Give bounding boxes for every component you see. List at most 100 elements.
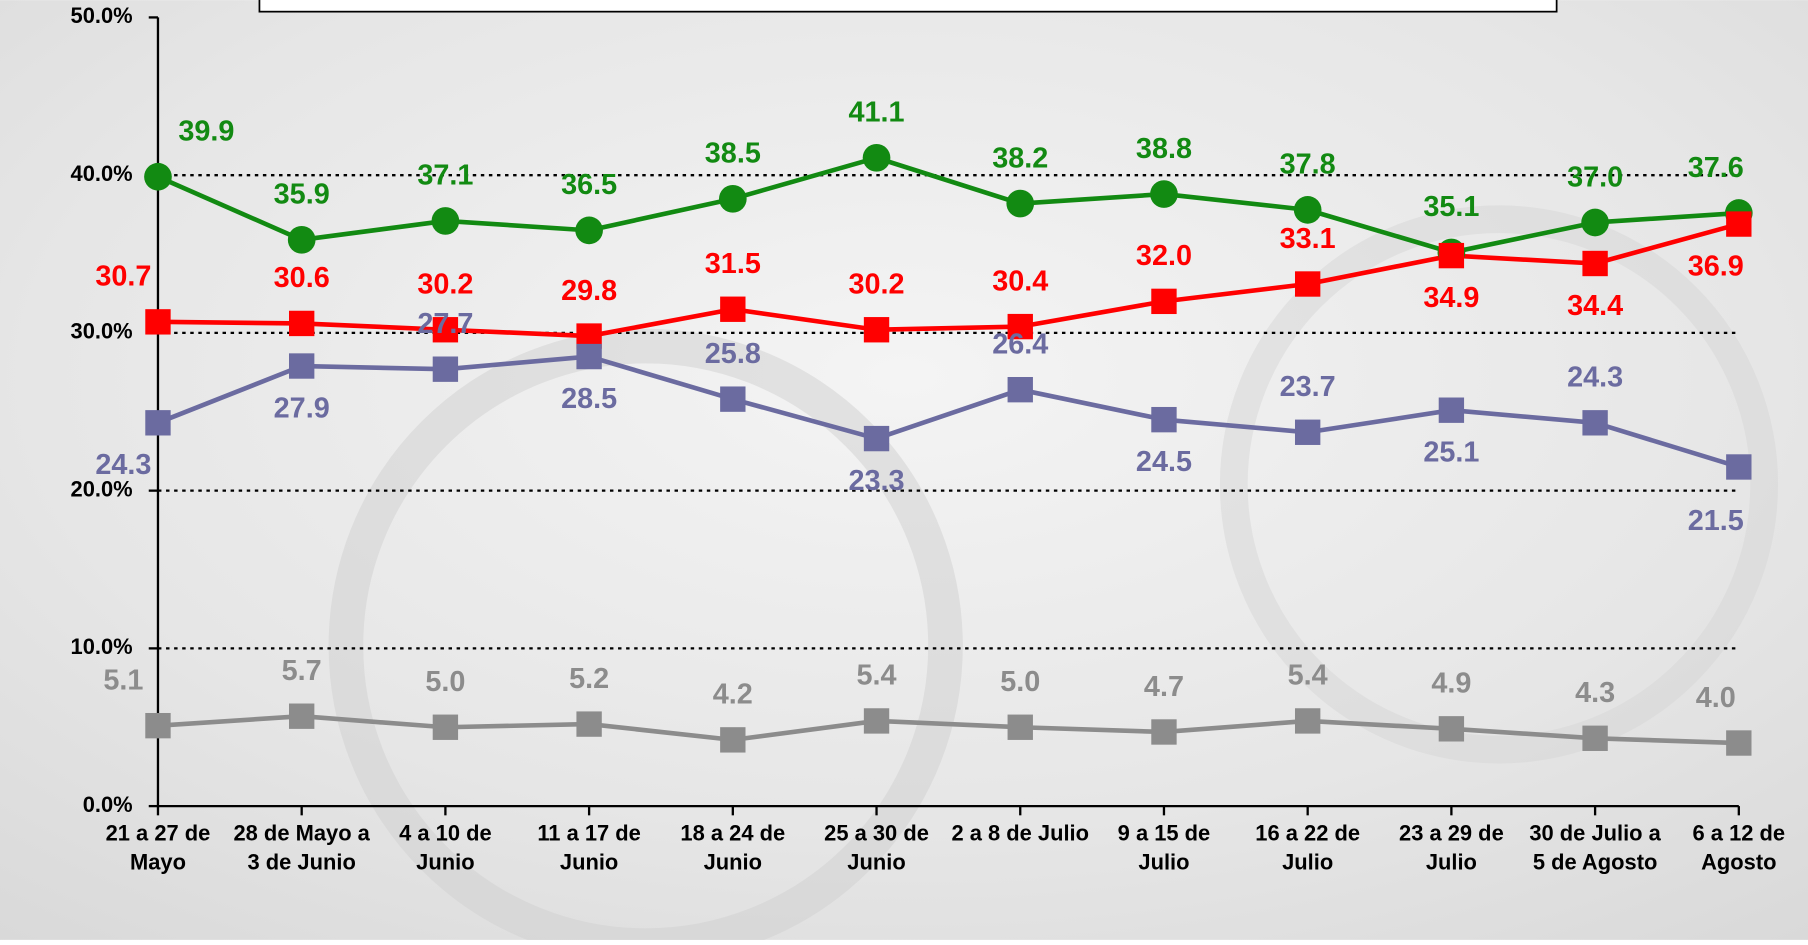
marker [289,704,314,729]
data-label: 38.8 [1136,133,1192,165]
marker [863,144,891,172]
data-label: 39.9 [178,116,234,148]
data-label: 35.1 [1423,191,1479,223]
data-label: 37.8 [1280,149,1336,181]
marker [575,217,603,245]
marker [1726,211,1751,236]
data-label: 36.5 [561,169,617,201]
marker [288,226,316,254]
data-label: 4.3 [1575,677,1615,709]
marker [576,711,601,736]
data-label: 37.6 [1688,152,1744,184]
data-label: 4.9 [1431,668,1471,700]
marker [1439,243,1464,268]
data-label: 5.1 [103,664,143,696]
data-label: 24.3 [95,449,151,481]
data-label: 27.7 [417,308,473,340]
marker [1151,719,1176,744]
data-label: 38.5 [705,138,761,170]
marker [864,317,889,342]
marker [720,386,745,411]
marker [433,356,458,381]
x-tick-label: 9 a 15 de Julio [1092,820,1235,878]
data-label: 29.8 [561,275,617,307]
marker [1582,251,1607,276]
marker [1581,209,1609,237]
data-label: 4.7 [1144,671,1184,703]
data-label: 5.0 [1000,666,1040,698]
data-label: 33.1 [1280,223,1336,255]
marker [433,715,458,740]
marker [289,353,314,378]
data-label: 28.5 [561,383,617,415]
data-label: 30.6 [274,262,330,294]
data-label: 30.2 [417,269,473,301]
data-label: 5.4 [857,660,897,692]
data-label: 37.1 [417,160,473,192]
y-tick-label: 30.0% [71,319,133,344]
data-label: 25.1 [1423,437,1479,469]
x-tick-label-box: 18 a 24 de Junio [661,820,804,940]
y-tick-label: 50.0% [71,3,133,28]
data-label: 38.2 [992,142,1048,174]
data-label: 30.4 [992,265,1048,297]
x-tick-label-box: 23 a 29 de Julio [1380,820,1523,940]
marker [1008,715,1033,740]
x-tick-label: 6 a 12 de Agosto [1667,820,1808,878]
marker [1295,271,1320,296]
page: {"chart_data": {"type": "line", "categor… [0,0,1808,940]
marker [1006,190,1034,218]
x-tick-label-box: 2 a 8 de Julio [949,820,1092,940]
x-tick-label: 18 a 24 de Junio [661,820,804,878]
y-tick-label: 40.0% [71,161,133,186]
x-tick-label-box: 21 a 27 de Mayo [86,820,229,940]
data-label: 31.5 [705,248,761,280]
data-label: 36.9 [1688,250,1744,282]
x-tick-label-box: 9 a 15 de Julio [1092,820,1235,940]
marker [720,727,745,752]
data-label: 4.2 [713,679,753,711]
marker [1439,716,1464,741]
x-tick-label-box: 28 de Mayo a 3 de Junio [230,820,373,940]
data-label: 23.7 [1280,371,1336,403]
data-label: 24.3 [1567,362,1623,394]
x-tick-label-box: 25 a 30 de Junio [805,820,948,940]
data-label: 37.0 [1567,161,1623,193]
title-box [259,0,1556,12]
x-tick-label: 11 a 17 de Junio [518,820,661,878]
data-label: 23.3 [848,465,904,497]
x-tick-label-box: 6 a 12 de Agosto [1667,820,1808,940]
x-tick-label: 4 a 10 de Junio [374,820,517,878]
data-label: 35.9 [274,179,330,211]
data-label: 5.2 [569,663,609,695]
data-label: 34.9 [1423,282,1479,314]
marker [719,185,747,213]
x-tick-label-box: 30 de Julio a 5 de Agosto [1524,820,1667,940]
marker [576,344,601,369]
data-label: 21.5 [1688,505,1744,537]
marker [1151,289,1176,314]
x-tick-label: 23 a 29 de Julio [1380,820,1523,878]
marker [1726,730,1751,755]
x-tick-label: 2 a 8 de Julio [949,820,1092,849]
marker [1439,398,1464,423]
marker [1582,726,1607,751]
data-label: 26.4 [992,328,1048,360]
chart: 0.0%10.0%20.0%30.0%40.0%50.0%21 a 27 de … [0,0,1808,940]
x-tick-label-box: 11 a 17 de Junio [518,820,661,940]
y-tick-label: 10.0% [71,634,133,659]
x-tick-label: 16 a 22 de Julio [1236,820,1379,878]
data-label: 30.2 [848,269,904,301]
data-label: 32.0 [1136,240,1192,272]
marker [1295,420,1320,445]
data-label: 25.8 [705,338,761,370]
marker [1294,196,1322,224]
marker [432,207,460,235]
marker [1150,180,1178,208]
marker [145,309,170,334]
data-label: 34.4 [1567,290,1623,322]
marker [145,410,170,435]
data-label: 41.1 [848,97,904,129]
data-label: 5.4 [1288,660,1328,692]
marker [144,163,172,191]
